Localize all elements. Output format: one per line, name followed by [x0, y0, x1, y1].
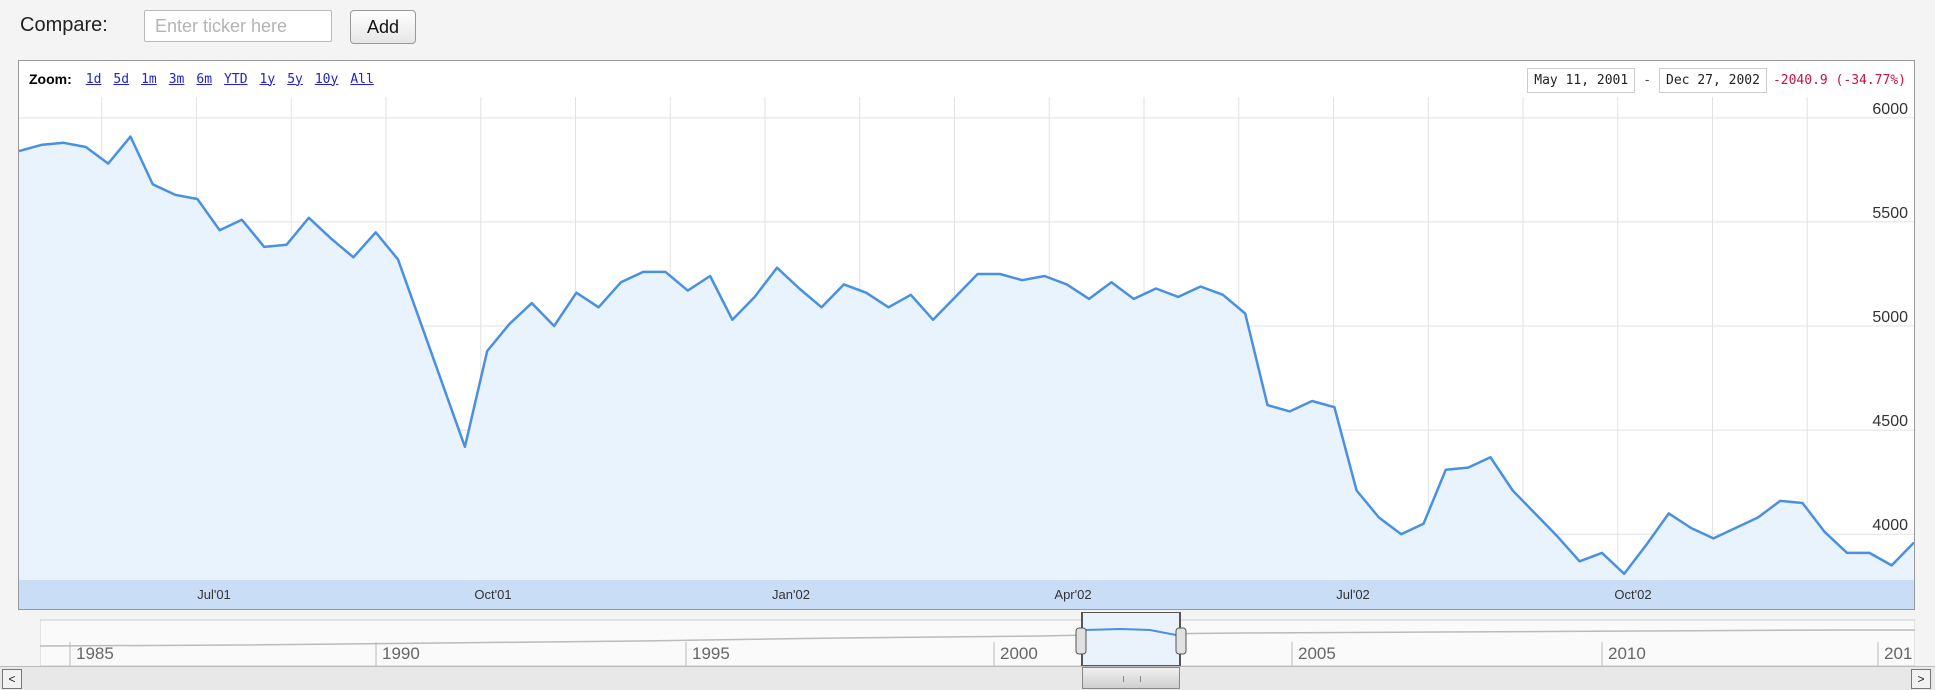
x-tick-label: Jan'02: [772, 587, 810, 602]
scrollbar[interactable]: < >: [0, 666, 1935, 690]
navigator-year-label: 2005: [1298, 644, 1336, 663]
end-date-field[interactable]: Dec 27, 2002: [1659, 68, 1767, 93]
navigator-year-label: 1990: [382, 644, 420, 663]
chart-frame: Jul'01 Oct'01 Jan'02 Apr'02 Jul'02 Oct'02 600…: [18, 60, 1915, 610]
price-chart[interactable]: Jul'01 Oct'01 Jan'02 Apr'02 Jul'02 Oct'02 600…: [19, 61, 1914, 609]
x-tick-label: Apr'02: [1054, 587, 1091, 602]
price-area-fill: [19, 136, 1914, 580]
scroll-grip: [1123, 676, 1141, 682]
zoom-5d-link[interactable]: 5d: [113, 71, 130, 87]
y-tick-labels: 6000 5500 5000 4500 4000: [1872, 101, 1908, 534]
zoom-1d-link[interactable]: 1d: [85, 71, 102, 87]
scroll-right-button[interactable]: >: [1911, 669, 1931, 689]
zoom-ytd-link[interactable]: YTD: [224, 71, 248, 87]
price-line: [19, 135, 1914, 576]
y-tick-label: 4500: [1872, 413, 1908, 430]
x-axis-band: [19, 580, 1914, 609]
x-tick-label: Jul'02: [1336, 587, 1370, 602]
zoom-label: Zoom:: [29, 71, 72, 87]
zoom-1y-link[interactable]: 1y: [259, 71, 276, 87]
navigator-year-label: 2000: [1000, 644, 1038, 663]
add-button[interactable]: Add: [350, 10, 416, 44]
ticker-input[interactable]: [144, 10, 332, 42]
zoom-bar: Zoom: 1d 5d 1m 3m 6m YTD 1y 5y 10y All: [29, 71, 386, 87]
navigator-year-label: 1995: [692, 644, 730, 663]
scroll-thumb[interactable]: [1082, 667, 1180, 689]
x-tick-labels: Jul'01 Oct'01 Jan'02 Apr'02 Jul'02 Oct'02: [197, 587, 1651, 602]
navigator-year-label: 201: [1884, 644, 1912, 663]
start-date-field[interactable]: May 11, 2001: [1527, 68, 1636, 93]
x-tick-label: Oct'01: [474, 587, 511, 602]
zoom-1m-link[interactable]: 1m: [141, 71, 157, 87]
compare-bar: Compare: Add: [0, 0, 1935, 56]
x-tick-label: Oct'02: [1614, 587, 1651, 602]
x-tick-label: Jul'01: [197, 587, 231, 602]
zoom-6m-link[interactable]: 6m: [196, 71, 213, 87]
navigator-left-handle: [1075, 627, 1087, 655]
navigator-year-labels: 1985 1990 1995 2000 2005 2010 201: [69, 642, 1912, 666]
time-navigator[interactable]: 1985 1990 1995 2000 2005 2010 201: [40, 612, 1915, 666]
zoom-all-link[interactable]: All: [350, 71, 374, 87]
navigator-selection: [1081, 612, 1181, 666]
zoom-10y-link[interactable]: 10y: [314, 71, 339, 87]
y-tick-label: 6000: [1872, 101, 1908, 118]
price-change: -2040.9 (-34.77%): [1772, 73, 1906, 88]
date-separator: -: [1643, 73, 1652, 88]
navigator-year-label: 2010: [1608, 644, 1646, 663]
y-tick-label: 5000: [1872, 309, 1908, 326]
zoom-3m-link[interactable]: 3m: [168, 71, 185, 87]
y-tick-label: 5500: [1872, 205, 1908, 222]
date-range: May 11, 2001 - Dec 27, 2002 -2040.9 (-34…: [1527, 68, 1906, 93]
y-tick-label: 4000: [1872, 517, 1908, 534]
scroll-left-button[interactable]: <: [2, 669, 22, 689]
navigator-year-label: 1985: [76, 644, 114, 663]
zoom-5y-link[interactable]: 5y: [287, 71, 303, 87]
compare-label: Compare:: [20, 14, 108, 36]
navigator-right-handle: [1175, 627, 1187, 655]
